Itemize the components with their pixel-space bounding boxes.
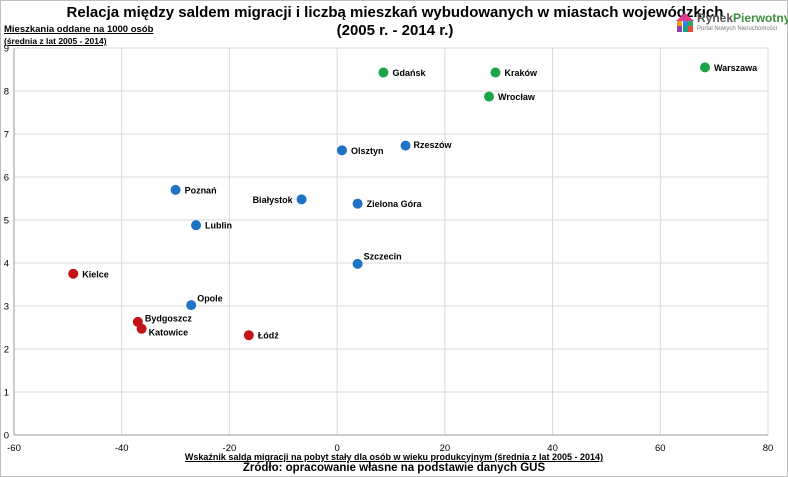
y-tick-label: 8	[4, 87, 9, 98]
tick-labels: 0 1 2 3 4 5 6 7 8 9 -60 -40 -20 0 20 40 60 80	[4, 44, 774, 455]
point-label: Kraków	[504, 68, 538, 78]
x-tick-label: 0	[334, 443, 339, 454]
point-label: Lublin	[205, 221, 232, 231]
y-tick-label: 5	[4, 216, 9, 227]
point-label: Zielona Góra	[367, 199, 423, 209]
x-tick-label: 80	[763, 443, 774, 454]
point-label: Katowice	[149, 327, 189, 337]
scatter-point	[191, 220, 202, 231]
chart-subtitle: (2005 r. - 2014 r.)	[336, 22, 454, 39]
point-label: Opole	[197, 294, 223, 304]
x-tick-label: 20	[440, 443, 451, 454]
scatter-point	[352, 258, 363, 269]
point-label: Łódź	[258, 331, 279, 341]
scatter-point	[170, 184, 181, 195]
y-axis-label: Mieszkania oddane na 1000 osób	[4, 24, 154, 35]
x-tick-label: -60	[7, 443, 21, 454]
point-label: Warszawa	[714, 63, 758, 73]
point-label: Kielce	[82, 269, 109, 279]
scatter-point	[243, 330, 254, 341]
scatter-point	[186, 300, 197, 311]
grid-lines	[14, 47, 769, 435]
rynek-pierwotny-logo: RynekPierwotny Portal Nowych Nieruchomoś…	[675, 10, 788, 40]
x-tick-label: -40	[115, 443, 129, 454]
point-label: Olsztyn	[351, 146, 384, 156]
scatter-point	[490, 67, 501, 78]
point-label: Bydgoszcz	[145, 313, 193, 323]
x-tick-label: 60	[655, 443, 666, 454]
scatter-point	[352, 198, 363, 209]
scatter-point	[336, 145, 347, 156]
point-label: Poznań	[185, 185, 217, 195]
scatter-point	[378, 67, 389, 78]
point-label: Rzeszów	[414, 140, 453, 150]
chart-title: Relacja między saldem migracji i liczbą …	[66, 4, 724, 21]
axes	[13, 48, 768, 436]
point-label: Wrocław	[498, 92, 536, 102]
point-label: Szczecin	[364, 251, 402, 261]
y-tick-label: 3	[4, 302, 9, 313]
scatter-point	[296, 194, 307, 205]
scatter-point	[400, 140, 411, 151]
y-tick-label: 4	[4, 259, 9, 270]
y-axis-label-note: (średnia z lat 2005 - 2014)	[4, 36, 107, 46]
logo-wordmark: RynekPierwotny	[697, 11, 788, 25]
y-tick-label: 6	[4, 173, 9, 184]
x-tick-label: -20	[223, 443, 237, 454]
scatter-point	[699, 62, 710, 73]
y-tick-label: 9	[4, 44, 9, 55]
point-label: Gdańsk	[392, 68, 426, 78]
data-points: Warszawa Gdańsk Kraków Wrocław Rzeszów Olszty…	[68, 62, 758, 341]
scatter-point	[484, 91, 495, 102]
y-tick-label: 1	[4, 388, 9, 399]
y-tick-label: 2	[4, 345, 9, 356]
scatter-point	[68, 268, 79, 279]
x-axis-label: Wskaźnik salda migracji na pobyt stały d…	[184, 452, 604, 462]
logo-house-icon	[676, 13, 694, 32]
y-tick-label: 0	[4, 431, 9, 442]
scatter-point	[136, 323, 147, 334]
x-tick-label: 40	[547, 443, 558, 454]
y-tick-label: 7	[4, 130, 9, 141]
logo-tagline: Portal Nowych Nieruchomości	[697, 26, 778, 32]
source-note: Źródło: opracowanie własne na podstawie …	[242, 462, 546, 474]
point-label: Białystok	[253, 195, 294, 205]
